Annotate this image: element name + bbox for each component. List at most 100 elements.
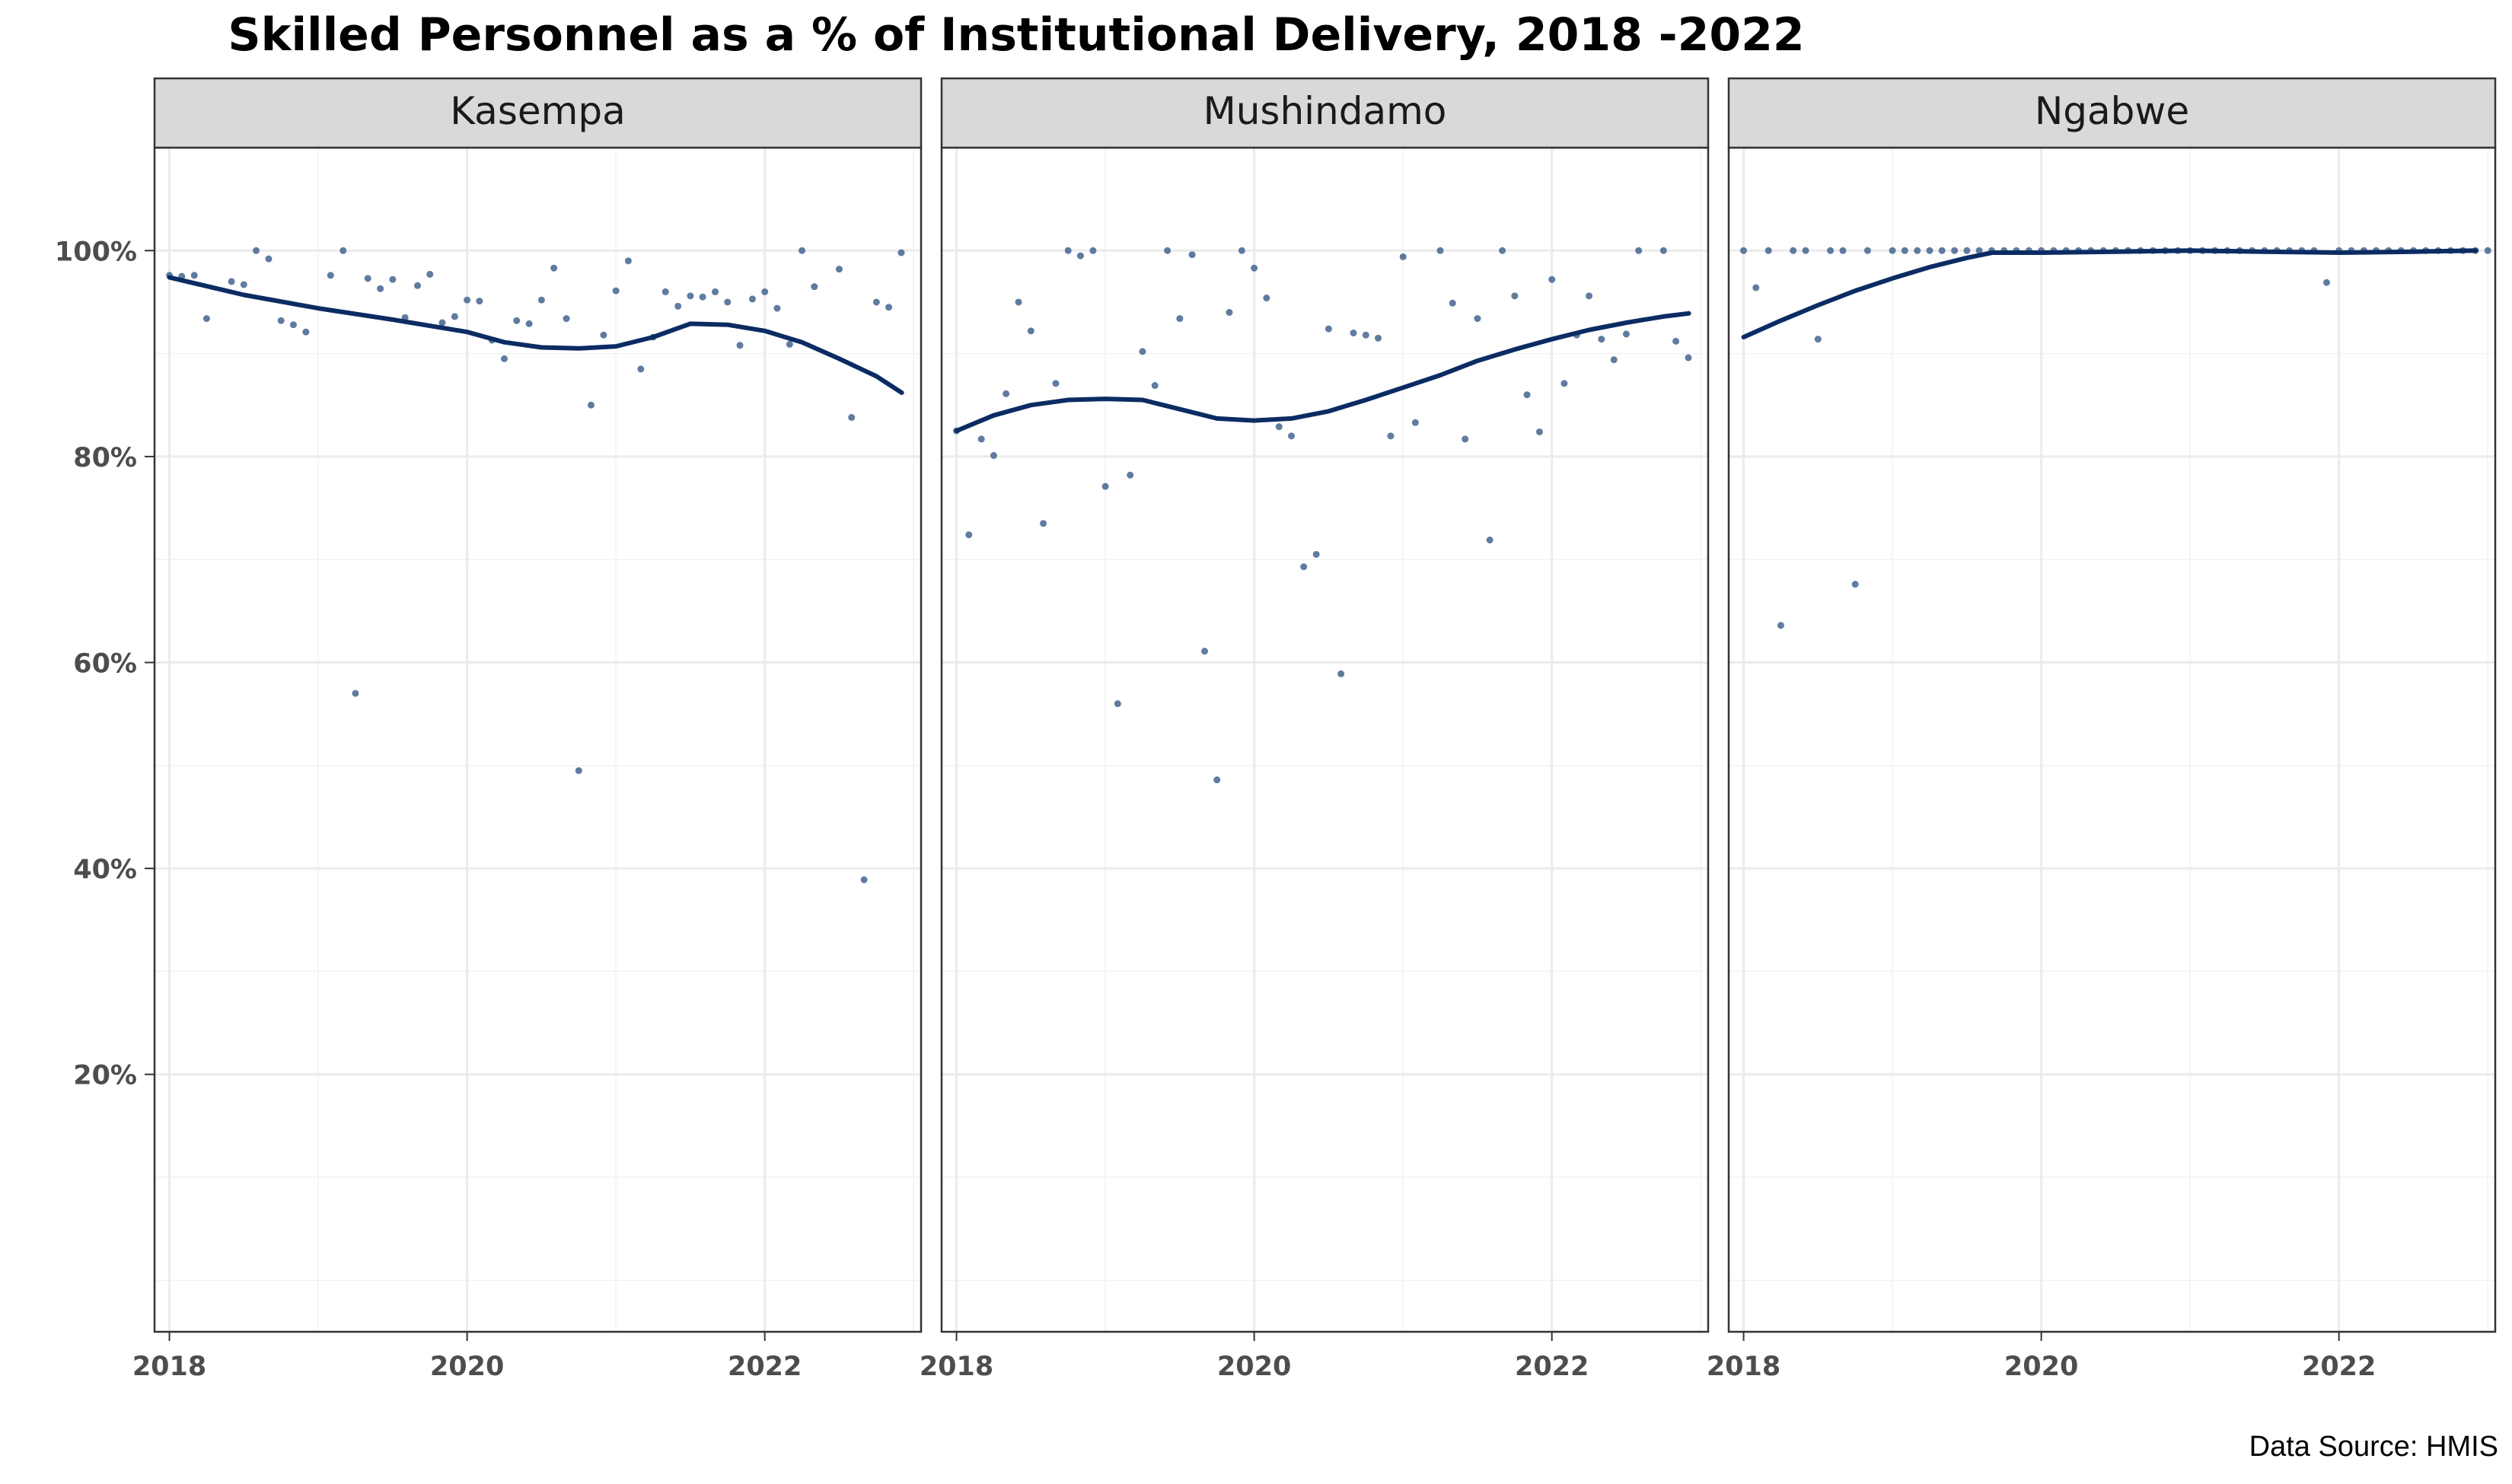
data-point xyxy=(965,531,973,539)
data-point xyxy=(1486,537,1493,544)
y-tick-label: 60% xyxy=(73,649,137,680)
data-point xyxy=(786,340,793,348)
data-point xyxy=(1151,382,1159,390)
y-tick-label: 100% xyxy=(55,237,137,267)
data-point xyxy=(1598,336,1605,343)
panel-ngabwe: Ngabwe 2018 2020 2022 xyxy=(1707,77,2497,1382)
data-point xyxy=(476,298,483,305)
data-point xyxy=(1622,330,1630,338)
data-point xyxy=(1851,581,1859,588)
data-point xyxy=(1114,700,1121,708)
data-point xyxy=(1288,432,1296,440)
panel-border xyxy=(940,146,1710,1333)
data-point xyxy=(1101,482,1109,490)
data-point xyxy=(1462,435,1469,443)
data-point xyxy=(674,302,682,310)
data-point xyxy=(1176,315,1184,323)
data-point xyxy=(426,270,434,278)
facet-strip-label: Mushindamo xyxy=(1203,89,1447,133)
data-point xyxy=(600,331,607,339)
data-point xyxy=(253,247,260,254)
data-point xyxy=(464,296,471,304)
x-tick-label: 2022 xyxy=(1515,1352,1589,1382)
data-point xyxy=(1015,298,1022,306)
data-point xyxy=(1938,247,1946,254)
data-point xyxy=(848,413,856,421)
data-point xyxy=(885,304,893,311)
x-tick-label: 2020 xyxy=(1217,1352,1291,1382)
panel-mushindamo: Mushindamo 2018 2020 2022 xyxy=(920,77,1710,1382)
y-tick-label: 40% xyxy=(73,855,137,885)
data-point xyxy=(1863,247,1871,254)
data-point xyxy=(897,249,905,256)
data-point xyxy=(687,292,694,300)
data-point xyxy=(1362,331,1369,339)
data-point xyxy=(1951,247,1959,254)
data-point xyxy=(1499,247,1506,254)
data-point xyxy=(1003,390,1010,397)
data-point xyxy=(563,315,570,323)
data-point xyxy=(575,767,582,775)
data-point xyxy=(835,266,843,273)
data-source-caption: Data Source: HMIS xyxy=(2249,1431,2498,1463)
data-point xyxy=(1350,330,1357,337)
data-point xyxy=(190,272,198,279)
data-point xyxy=(1040,520,1047,527)
data-point xyxy=(1511,292,1519,300)
x-tick-label: 2020 xyxy=(430,1352,504,1382)
data-point xyxy=(1263,295,1270,302)
data-point xyxy=(1790,247,1797,254)
data-point xyxy=(1827,247,1835,254)
data-point xyxy=(1560,380,1568,387)
data-point xyxy=(1740,247,1748,254)
x-tick-label: 2018 xyxy=(132,1352,206,1382)
data-point xyxy=(1436,247,1444,254)
data-point xyxy=(1411,419,1419,426)
data-point xyxy=(352,689,359,697)
data-point xyxy=(1337,670,1345,677)
data-point xyxy=(736,342,744,349)
data-point xyxy=(265,255,273,263)
y-tick-label: 80% xyxy=(73,443,137,473)
panel-kasempa: Kasempa 2018 2020 2022 xyxy=(132,77,923,1382)
data-point xyxy=(699,293,706,301)
data-point xyxy=(327,272,334,279)
data-point xyxy=(1926,247,1933,254)
data-point xyxy=(1901,247,1908,254)
data-point xyxy=(1213,776,1221,784)
data-point xyxy=(525,320,533,327)
data-point xyxy=(1814,336,1822,343)
data-point xyxy=(240,281,247,288)
data-point xyxy=(811,283,818,291)
y-tick-label: 20% xyxy=(73,1061,137,1091)
data-point xyxy=(1672,337,1680,345)
data-point xyxy=(1275,423,1283,431)
data-point xyxy=(513,317,521,324)
x-tick-label: 2022 xyxy=(2302,1352,2376,1382)
data-point xyxy=(1474,315,1481,323)
data-point xyxy=(1089,247,1097,254)
data-point xyxy=(1325,325,1332,333)
facet-strip xyxy=(1727,77,2497,149)
data-point xyxy=(1127,471,1134,479)
data-point xyxy=(1752,284,1760,291)
data-point xyxy=(1251,264,1258,272)
data-point xyxy=(1201,648,1209,655)
data-point xyxy=(1027,327,1034,335)
data-point xyxy=(364,275,371,282)
data-point xyxy=(414,282,422,289)
data-point xyxy=(724,298,732,306)
data-point xyxy=(1839,247,1847,254)
data-point xyxy=(1064,247,1072,254)
data-point xyxy=(1659,247,1667,254)
data-point xyxy=(289,321,297,329)
data-point xyxy=(302,328,310,336)
data-point xyxy=(872,298,880,306)
data-point xyxy=(799,247,806,254)
chart-title: Skilled Personnel as a % of Institutiona… xyxy=(228,8,1805,62)
data-point xyxy=(588,401,595,409)
data-point xyxy=(1535,428,1543,435)
x-tick-label: 2020 xyxy=(2004,1352,2078,1382)
data-point xyxy=(501,355,508,362)
x-tick-label: 2018 xyxy=(920,1352,993,1382)
